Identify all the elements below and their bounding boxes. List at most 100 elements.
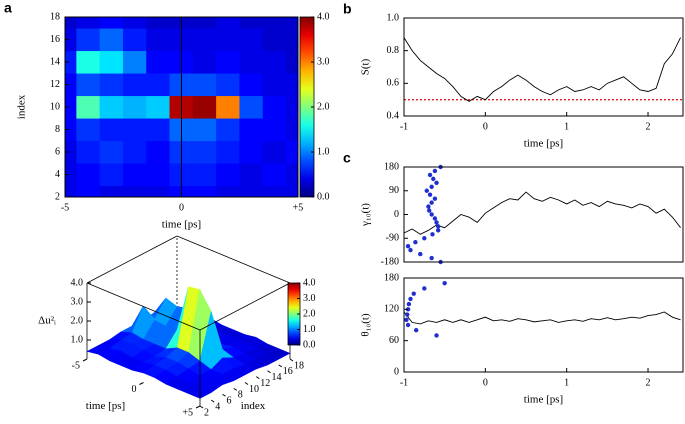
heatmap-cell <box>286 16 299 29</box>
data-point <box>432 196 438 201</box>
y-tick-label: 8 <box>55 124 60 135</box>
data-point <box>405 243 411 249</box>
heatmap-cell <box>122 16 147 29</box>
data-point <box>405 312 410 317</box>
y-tick-label: 180 <box>384 272 399 283</box>
x-axis-label: time [ps] <box>162 219 201 231</box>
y-tick-label: 14 <box>272 372 282 383</box>
heatmap-cell <box>76 16 101 29</box>
data-point <box>411 291 416 296</box>
heatmap-cell <box>122 185 147 198</box>
heatmap-cell <box>122 27 147 52</box>
heatmap-cell <box>216 140 241 164</box>
heatmap-cell <box>239 117 264 142</box>
z-tick-label: 3.0 <box>71 296 84 307</box>
data-point <box>408 296 413 302</box>
data-point <box>413 240 418 245</box>
heatmap-cell <box>122 50 147 74</box>
y-tick <box>222 393 226 397</box>
heatmap-cell <box>239 185 264 198</box>
heatmap-cell <box>122 72 147 97</box>
y-tick <box>199 405 204 409</box>
data-point <box>418 251 423 257</box>
y-tick-label: 14 <box>50 56 60 67</box>
heatmap-cell <box>192 16 217 29</box>
heatmap-cell <box>146 162 171 187</box>
data-point <box>429 212 434 217</box>
data-point <box>442 281 447 286</box>
box-edge <box>199 282 291 331</box>
heatmap-cell <box>64 185 77 198</box>
data-point <box>435 228 441 233</box>
heatmap-cell <box>239 95 264 119</box>
panel-label: a <box>4 0 12 16</box>
heatmap-cell <box>262 27 287 52</box>
heatmap-cell <box>146 185 171 198</box>
y-tick-label: 16 <box>283 366 293 377</box>
heatmap-cell <box>286 50 299 74</box>
y-tick-label: 10 <box>50 101 60 112</box>
data-point <box>408 247 413 253</box>
data-point <box>431 176 436 182</box>
heatmap-cell <box>76 72 101 97</box>
y-tick-label: 18 <box>50 11 60 22</box>
plot-frame <box>403 17 684 117</box>
heatmap-cell <box>239 162 264 187</box>
heatmap-cell <box>216 162 241 187</box>
data-point <box>414 328 419 333</box>
y-tick <box>289 358 294 362</box>
colorbar-tick-label: 1.0 <box>317 146 330 157</box>
heatmap-cell <box>64 16 77 29</box>
heatmap-cell <box>99 16 124 29</box>
y-tick-label: 0 <box>394 209 399 220</box>
heatmap-cell <box>262 162 287 187</box>
colorbar-tick-label: 2.0 <box>303 308 316 319</box>
data-point <box>434 220 439 225</box>
box-edge <box>86 235 178 284</box>
x-tick-label: 1 <box>564 121 569 132</box>
y-axis-label: γ₁₀(t) <box>360 203 372 227</box>
heatmap-cell <box>262 185 287 198</box>
plot-frame <box>403 277 684 373</box>
data-point <box>434 180 439 186</box>
z-axis-label: Δu²ᵢ <box>38 315 56 327</box>
data-point <box>404 317 409 322</box>
heatmap-cell <box>146 95 171 119</box>
data-point <box>429 184 434 189</box>
y-tick-label: 12 <box>50 79 60 90</box>
z-tick-label: 2.0 <box>71 315 84 326</box>
y-tick-label: 60 <box>389 335 399 346</box>
heatmap-cell <box>239 50 264 74</box>
panel-label: c <box>343 150 351 166</box>
heatmap-cell <box>122 162 147 187</box>
data-line <box>403 37 681 102</box>
heatmap-cell <box>239 140 264 164</box>
heatmap-cell <box>99 162 124 187</box>
colorbar-tick-label: 0.0 <box>317 191 330 202</box>
heatmap-cell <box>122 95 147 119</box>
y-tick-label: 0 <box>394 366 399 377</box>
heatmap-cell <box>76 95 101 119</box>
heatmap-cell <box>122 117 147 142</box>
heatmap-cell <box>262 117 287 142</box>
heatmap-cell <box>192 50 217 74</box>
heatmap-cell <box>146 72 171 97</box>
y-tick-label: 6 <box>55 146 60 157</box>
x-axis-label: time [ps] <box>524 138 563 150</box>
data-point <box>426 204 431 209</box>
heatmap-cell <box>262 16 287 29</box>
heatmap-cell <box>216 16 241 29</box>
y-axis-label: S(t) <box>360 58 372 75</box>
x-tick-label: 2 <box>646 121 651 132</box>
y-tick-label: -90 <box>386 233 399 244</box>
heatmap-cell <box>192 140 217 164</box>
colorbar-tick-label: 3.0 <box>303 293 316 304</box>
colorbar-tick-label: 2.0 <box>317 101 330 112</box>
heatmap-cell <box>216 95 241 119</box>
y-axis-label: index <box>241 400 266 412</box>
heatmap-cell <box>99 95 124 119</box>
colorbar-tick-label: 4.0 <box>303 277 316 288</box>
y-tick-label: 4 <box>55 169 60 180</box>
y-tick-label: 2 <box>204 407 209 418</box>
heatmap-cell <box>76 185 101 198</box>
